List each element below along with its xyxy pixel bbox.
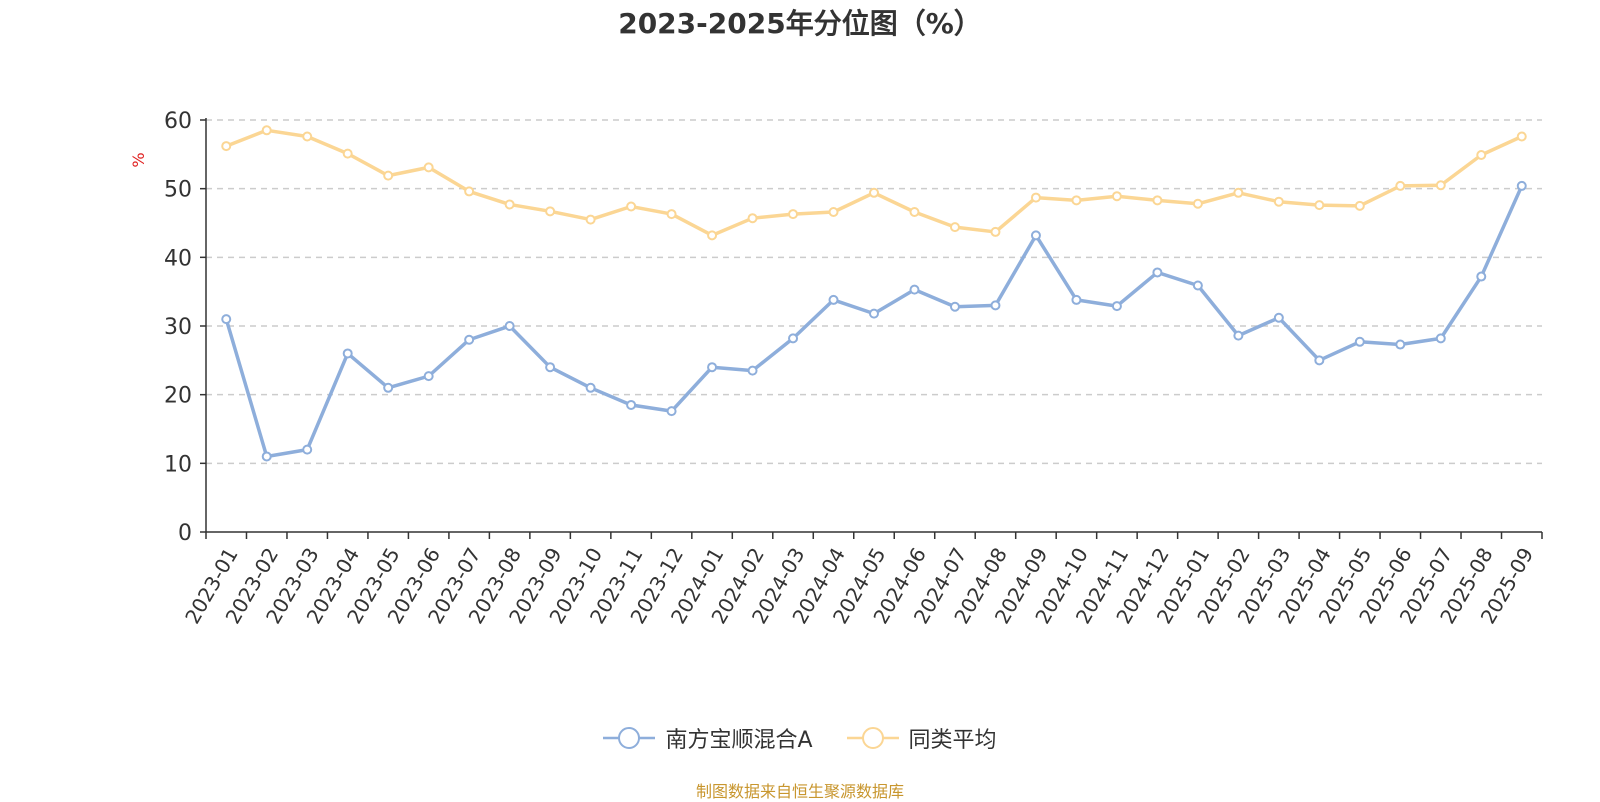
data-point-series-2[interactable] (261, 125, 272, 136)
data-point-series-1[interactable] (423, 371, 434, 382)
data-point-series-2[interactable] (1395, 180, 1406, 191)
data-point-series-2[interactable] (504, 199, 515, 210)
data-point-series-2[interactable] (666, 209, 677, 220)
data-point-series-1[interactable] (1314, 355, 1325, 366)
data-point-series-2[interactable] (1030, 192, 1041, 203)
data-point-series-1[interactable] (585, 382, 596, 393)
data-point-series-1[interactable] (545, 362, 556, 373)
y-tick-label: 50 (164, 178, 192, 203)
gridlines (206, 119, 1542, 465)
y-tick-label: 0 (178, 521, 192, 546)
data-point-series-2[interactable] (1314, 200, 1325, 211)
series-lines (221, 125, 1527, 462)
data-point-series-2[interactable] (1233, 187, 1244, 198)
legend-item-series-1[interactable]: 南方宝顺混合A (603, 722, 813, 754)
data-point-series-2[interactable] (1516, 131, 1527, 142)
data-point-series-1[interactable] (1192, 280, 1203, 291)
data-point-series-1[interactable] (626, 399, 637, 410)
data-point-series-1[interactable] (1273, 312, 1284, 323)
data-point-series-1[interactable] (342, 348, 353, 359)
legend-item-series-2[interactable]: 同类平均 (846, 722, 997, 754)
legend-label-series-1: 南方宝顺混合A (665, 728, 813, 753)
data-point-series-1[interactable] (1233, 330, 1244, 341)
data-point-series-2[interactable] (383, 170, 394, 181)
data-point-series-1[interactable] (1030, 230, 1041, 241)
data-point-series-2[interactable] (1192, 198, 1203, 209)
legend-label-series-2: 同类平均 (908, 728, 997, 753)
data-point-series-1[interactable] (383, 382, 394, 393)
source-note: 制图数据来自恒生聚源数据库 (695, 782, 904, 801)
data-point-series-2[interactable] (747, 213, 758, 224)
y-axis-label: % (129, 152, 148, 167)
data-point-series-1[interactable] (221, 314, 232, 325)
data-point-series-2[interactable] (788, 209, 799, 220)
data-point-series-2[interactable] (545, 206, 556, 217)
y-tick-label: 30 (164, 315, 192, 340)
data-point-series-2[interactable] (1111, 191, 1122, 202)
data-point-series-1[interactable] (1435, 333, 1446, 344)
series-line-1 (224, 185, 1524, 459)
data-point-series-1[interactable] (504, 321, 515, 331)
data-point-series-1[interactable] (1354, 336, 1365, 347)
chart-title: 2023-2025年分位图（%） (618, 7, 982, 40)
data-point-series-1[interactable] (1152, 267, 1163, 278)
data-point-series-1[interactable] (666, 406, 677, 417)
data-point-series-1[interactable] (747, 365, 758, 376)
axes (200, 118, 1543, 539)
data-point-series-2[interactable] (1273, 196, 1284, 207)
data-point-series-2[interactable] (1071, 195, 1082, 206)
data-point-series-1[interactable] (909, 284, 920, 295)
y-tick-label: 40 (164, 246, 192, 271)
data-point-series-1[interactable] (1395, 339, 1406, 350)
data-point-series-2[interactable] (707, 230, 718, 241)
y-tick-label: 10 (164, 452, 192, 477)
data-point-series-1[interactable] (464, 334, 475, 345)
data-point-series-1[interactable] (828, 294, 839, 305)
data-point-series-1[interactable] (869, 308, 879, 319)
legend-line-circle-icon (846, 727, 899, 749)
legend: 南方宝顺混合A 同类平均 (0, 722, 1600, 754)
data-point-series-1[interactable] (1111, 301, 1122, 312)
data-point-series-1[interactable] (1516, 180, 1527, 191)
legend-line-circle-icon (603, 727, 656, 749)
data-point-series-2[interactable] (1354, 200, 1365, 211)
y-tick-label: 60 (164, 109, 192, 134)
data-point-series-2[interactable] (423, 162, 434, 173)
data-point-series-2[interactable] (1476, 150, 1487, 161)
data-point-series-2[interactable] (464, 186, 475, 197)
data-point-series-1[interactable] (707, 362, 718, 373)
data-point-series-2[interactable] (990, 226, 1001, 237)
data-point-series-2[interactable] (585, 214, 596, 225)
data-point-series-2[interactable] (949, 222, 960, 233)
data-point-series-2[interactable] (302, 131, 313, 142)
data-point-series-2[interactable] (869, 187, 879, 198)
data-point-series-2[interactable] (828, 207, 839, 218)
data-point-series-2[interactable] (221, 141, 232, 152)
y-tick-label: 20 (164, 384, 192, 409)
data-point-series-1[interactable] (302, 444, 313, 455)
data-point-series-1[interactable] (949, 301, 960, 312)
series-line-2 (225, 128, 1523, 238)
tick-labels: 01020304050602023-012023-022023-032023-0… (164, 109, 1538, 628)
data-point-series-1[interactable] (1071, 294, 1082, 305)
data-point-series-2[interactable] (342, 148, 353, 159)
data-point-series-2[interactable] (909, 207, 920, 218)
data-point-series-2[interactable] (626, 201, 637, 212)
data-point-series-1[interactable] (1476, 271, 1487, 282)
data-point-series-1[interactable] (990, 300, 1001, 311)
data-point-series-2[interactable] (1435, 180, 1446, 191)
data-point-series-1[interactable] (261, 451, 272, 462)
data-point-series-1[interactable] (788, 333, 799, 344)
data-point-series-2[interactable] (1152, 195, 1163, 206)
